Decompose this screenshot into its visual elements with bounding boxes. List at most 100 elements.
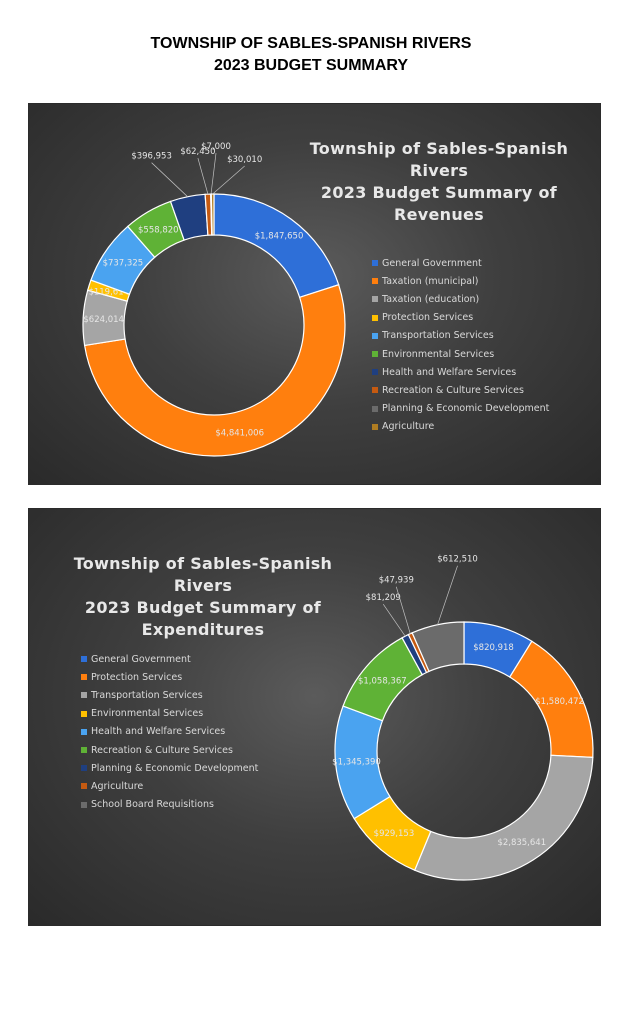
expenditures-legend-swatch-3 [81, 692, 87, 699]
document-title-line1: TOWNSHIP OF SABLES-SPANISH RIVERS [150, 35, 472, 52]
expenditures-legend-swatch-8 [81, 783, 87, 790]
revenues-slice-2 [83, 283, 346, 457]
revenues-data-label-8: $62,450 [180, 147, 215, 157]
expenditures-data-label-4: $929,153 [374, 829, 415, 839]
revenues-data-label-10: $30,010 [227, 155, 262, 165]
expenditures-legend-item-6: Recreation & Culture Services [81, 741, 258, 759]
expenditures-legend-swatch-2 [81, 674, 87, 681]
revenues-legend-label-7: Health and Welfare Services [382, 366, 517, 378]
revenues-legend-item-6: Environmental Services [372, 345, 549, 363]
expenditures-legend-label-2: Protection Services [91, 671, 183, 683]
expenditures-donut-chart: $820,918 $1,580,472 $2,835,641 $929,153 $1,3… [332, 555, 594, 881]
expenditures-legend-label-7: Planning & Economic Development [91, 762, 259, 774]
revenues-legend-item-3: Taxation (education) [372, 290, 549, 308]
revenues-chart-panel: Township of Sables-Spanish Rivers 2023 B… [28, 103, 601, 485]
revenues-legend-swatch-7 [372, 369, 378, 376]
revenues-title-line1: Township of Sables-Spanish Rivers [309, 139, 569, 180]
expenditures-legend-item-3: Transportation Services [81, 686, 258, 704]
revenues-data-label-6: $558,820 [138, 226, 179, 236]
revenues-data-label-7: $396,953 [131, 152, 172, 162]
revenues-legend-swatch-8 [372, 387, 378, 394]
expenditures-legend-swatch-4 [81, 710, 87, 717]
expenditures-title-line2: 2023 Budget Summary of [84, 598, 322, 617]
document-title-line2: 2023 BUDGET SUMMARY [213, 57, 409, 74]
expenditures-legend-label-6: Recreation & Culture Services [91, 744, 233, 756]
expenditures-title-line3: Expenditures [141, 620, 265, 639]
expenditures-legend-label-1: General Government [91, 653, 191, 665]
revenues-data-label-5: $737,325 [103, 259, 144, 269]
revenues-legend-swatch-3 [372, 296, 378, 303]
revenues-data-label-4: $119,614 [88, 287, 129, 297]
revenues-leader-line-7 [151, 162, 188, 197]
expenditures-legend-swatch-5 [81, 728, 87, 735]
revenues-legend-swatch-10 [372, 423, 378, 430]
expenditures-legend-label-4: Environmental Services [91, 708, 204, 720]
revenues-legend-swatch-2 [372, 278, 378, 285]
revenues-legend-item-4: Protection Services [372, 309, 549, 327]
revenues-data-label-2: $4,841,006 [215, 428, 264, 438]
revenues-slice-10 [210, 193, 215, 236]
expenditures-legend-label-9: School Board Requisitions [91, 799, 214, 811]
expenditures-slice-3 [413, 754, 594, 881]
revenues-legend-item-10: Agriculture [372, 418, 549, 436]
revenues-legend-label-6: Environmental Services [382, 348, 495, 360]
revenues-legend-swatch-1 [372, 260, 378, 267]
expenditures-data-label-5: $1,345,390 [332, 758, 381, 768]
revenues-title-line2: 2023 Budget Summary of [320, 183, 558, 202]
revenues-legend-swatch-6 [372, 351, 378, 358]
expenditures-slice-9 [411, 621, 465, 673]
expenditures-legend-swatch-9 [81, 801, 87, 808]
revenues-donut-chart: $1,847,650 $4,841,006 $624,014 $119,614 $737… [82, 142, 346, 457]
revenues-legend: General Government Taxation (municipal) Ta… [372, 254, 549, 436]
revenues-legend-label-8: Recreation & Culture Services [382, 384, 524, 396]
expenditures-legend-swatch-1 [81, 656, 87, 663]
revenues-legend-item-5: Transportation Services [372, 327, 549, 345]
expenditures-data-label-6: $1,058,367 [358, 676, 407, 686]
revenues-data-label-1: $1,847,650 [255, 232, 304, 242]
expenditures-data-label-9: $612,510 [437, 555, 478, 565]
revenues-legend-swatch-4 [372, 314, 378, 321]
expenditures-data-label-2: $1,580,472 [535, 697, 584, 707]
revenues-legend-label-4: Protection Services [382, 312, 474, 324]
expenditures-legend-item-8: Agriculture [81, 777, 258, 795]
revenues-leader-line-8 [197, 158, 209, 195]
expenditures-legend-item-5: Health and Welfare Services [81, 723, 258, 741]
expenditures-chart-panel: Township of Sables-Spanish Rivers 2023 B… [28, 508, 601, 926]
revenues-legend-label-1: General Government [382, 257, 482, 269]
revenues-legend-item-9: Planning & Economic Development [372, 400, 549, 418]
expenditures-legend-label-8: Agriculture [91, 780, 144, 792]
expenditures-legend-item-9: School Board Requisitions [81, 796, 258, 814]
revenues-title-line3: Revenues [393, 205, 484, 224]
expenditures-chart-title: Township of Sables-Spanish Rivers 2023 B… [43, 553, 363, 641]
expenditures-data-label-1: $820,918 [473, 643, 514, 653]
revenues-data-label-3: $624,014 [83, 315, 124, 325]
expenditures-legend-swatch-7 [81, 765, 87, 772]
revenues-legend-swatch-9 [372, 405, 378, 412]
expenditures-data-label-7: $81,209 [366, 593, 401, 603]
expenditures-data-label-3: $2,835,641 [497, 838, 546, 848]
expenditures-legend-swatch-6 [81, 747, 87, 754]
revenues-legend-label-5: Transportation Services [382, 330, 494, 342]
expenditures-legend-item-2: Protection Services [81, 668, 258, 686]
expenditures-leader-line-8 [395, 586, 411, 634]
revenues-legend-item-8: Recreation & Culture Services [372, 381, 549, 399]
revenues-legend-item-7: Health and Welfare Services [372, 363, 549, 381]
expenditures-legend-label-5: Health and Welfare Services [91, 726, 226, 738]
revenues-legend-label-2: Taxation (municipal) [382, 275, 479, 287]
expenditures-legend-item-1: General Government [81, 650, 258, 668]
revenues-slice-1 [213, 193, 340, 299]
revenues-legend-item-2: Taxation (municipal) [372, 272, 549, 290]
revenues-data-label-9: $7,000 [201, 142, 231, 152]
expenditures-legend-item-4: Environmental Services [81, 705, 258, 723]
revenues-leader-line-10 [212, 165, 245, 195]
revenues-leader-line-9 [210, 152, 217, 195]
revenues-legend-swatch-5 [372, 332, 378, 339]
revenues-legend-item-1: General Government [372, 254, 549, 272]
revenues-legend-label-3: Taxation (education) [382, 293, 480, 305]
expenditures-data-label-8: $47,939 [379, 576, 414, 586]
revenues-chart-title: Township of Sables-Spanish Rivers 2023 B… [279, 138, 599, 226]
revenues-legend-label-9: Planning & Economic Development [382, 403, 550, 415]
expenditures-leader-line-9 [437, 565, 458, 625]
expenditures-title-line1: Township of Sables-Spanish Rivers [73, 554, 333, 595]
expenditures-leader-line-7 [382, 603, 406, 637]
